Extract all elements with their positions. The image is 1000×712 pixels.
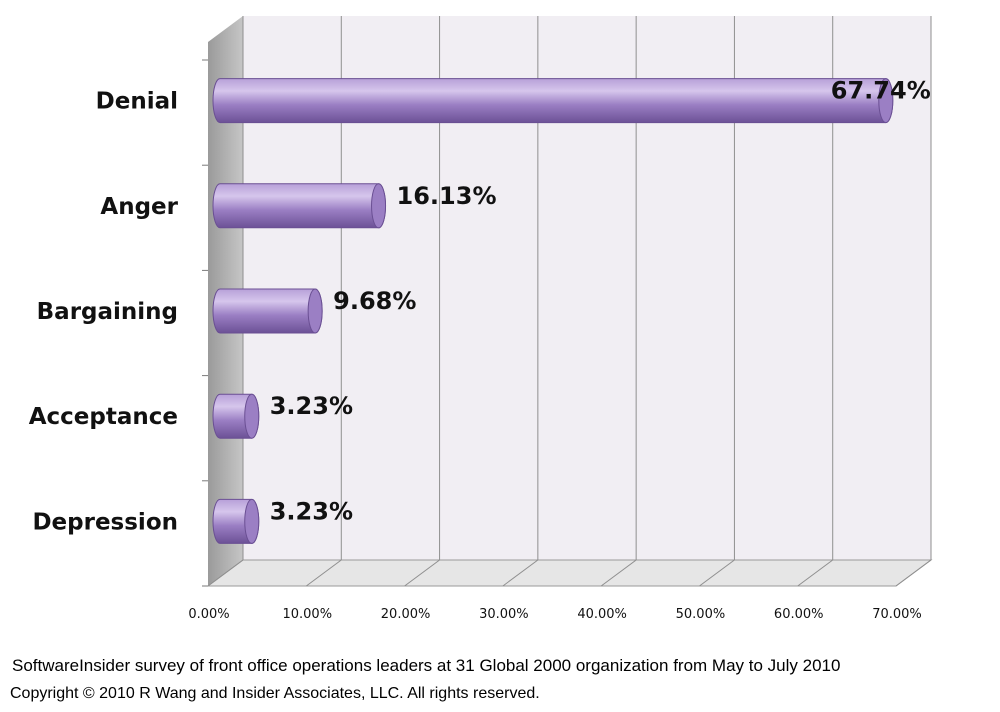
bar-denial: 67.74%	[212, 77, 931, 124]
x-tick-label: 20.00%	[381, 607, 431, 622]
floor-gridline	[699, 559, 735, 587]
x-axis-tick-labels: 0.00% 10.00% 20.00% 30.00% 40.00% 50.00% 60.00…	[188, 607, 921, 622]
data-label: 3.23%	[270, 497, 353, 525]
x-tick-label: 60.00%	[774, 607, 824, 622]
x-tick-label: 40.00%	[577, 607, 627, 622]
back-wall	[243, 16, 931, 560]
survey-caption: SoftwareInsider survey of front office o…	[12, 656, 841, 675]
floor-gridline	[797, 559, 834, 587]
x-tick-label: 0.00%	[188, 607, 229, 622]
bar-end-cap	[307, 288, 323, 334]
bar-body	[212, 78, 894, 124]
x-tick-label: 70.00%	[872, 607, 922, 622]
bar-body	[212, 183, 387, 229]
bar-anger: 16.13%	[212, 182, 497, 229]
data-label: 3.23%	[270, 392, 353, 420]
bar-end-cap	[244, 498, 260, 544]
data-label: 67.74%	[831, 77, 931, 105]
copyright-notice: Copyright © 2010 R Wang and Insider Asso…	[10, 685, 540, 702]
floor	[206, 559, 933, 587]
bar-bargaining: 9.68%	[212, 287, 416, 334]
category-label: Anger	[100, 194, 178, 220]
bar-depression: 3.23%	[212, 497, 353, 544]
data-label: 9.68%	[333, 287, 416, 315]
category-label: Bargaining	[37, 299, 178, 325]
floor-gridline	[895, 559, 932, 587]
category-label: Depression	[32, 509, 178, 535]
bar-body	[212, 288, 323, 334]
data-label: 16.13%	[397, 182, 497, 210]
floor-gridline	[502, 559, 539, 587]
x-tick-label: 50.00%	[676, 607, 726, 622]
bar-end-cap	[244, 393, 260, 439]
x-tick-label: 30.00%	[479, 607, 529, 622]
bars: 67.74% 16.13% 9.68% 3.23% 3.23%	[212, 77, 931, 544]
plot-walls	[206, 16, 933, 587]
floor-gridline	[600, 559, 637, 587]
floor-gridline	[207, 559, 244, 587]
bar-end-cap	[371, 183, 387, 229]
bar-acceptance: 3.23%	[212, 392, 353, 439]
x-tick-label: 10.00%	[282, 607, 332, 622]
floor-gridline	[305, 559, 342, 587]
category-label: Acceptance	[29, 404, 178, 430]
category-labels: Denial Anger Bargaining Acceptance Depressio…	[29, 89, 179, 536]
floor-gridline	[404, 559, 440, 587]
category-label: Denial	[96, 89, 178, 115]
bar-end-cap	[878, 78, 894, 124]
